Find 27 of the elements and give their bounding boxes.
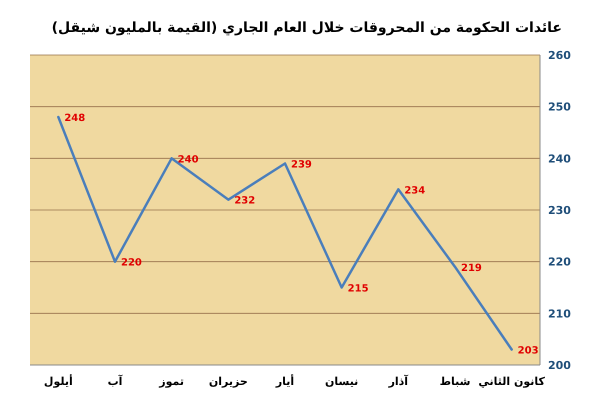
- y-tick-label: 210: [548, 307, 572, 320]
- x-tick-label: نيسان: [324, 375, 358, 388]
- chart-title: عائدات الحكومة من المحروقات خلال العام الجاري (القيمة بالمليون شيقل): [52, 20, 562, 36]
- x-tick-label: حزيران: [208, 375, 248, 388]
- line-series: [57, 116, 513, 351]
- x-tick-label: آذار: [388, 374, 408, 388]
- data-label: 240: [178, 154, 199, 166]
- x-tick-label: تموز: [158, 375, 184, 388]
- x-tick-label: كانون الثاني: [478, 375, 546, 388]
- y-tick-label: 200: [548, 359, 572, 372]
- data-label: 234: [404, 185, 426, 196]
- y-tick-label: 250: [548, 100, 572, 114]
- x-tick-label: أيلول: [44, 374, 73, 388]
- x-tick-label: شباط: [440, 375, 470, 388]
- data-label: 248: [64, 113, 86, 124]
- data-label: 232: [234, 196, 256, 207]
- x-tick-label: أيار: [274, 374, 294, 388]
- x-tick-label: آب: [108, 374, 123, 388]
- y-tick-label: 260: [548, 49, 572, 62]
- data-label: 215: [348, 284, 369, 294]
- y-tick-label: 220: [548, 256, 572, 269]
- data-label: 203: [518, 346, 539, 356]
- data-label: 219: [461, 262, 482, 274]
- y-tick-label: 230: [548, 204, 572, 217]
- data-label: 220: [121, 258, 142, 269]
- data-label: 239: [291, 160, 312, 170]
- y-tick-label: 240: [548, 152, 572, 166]
